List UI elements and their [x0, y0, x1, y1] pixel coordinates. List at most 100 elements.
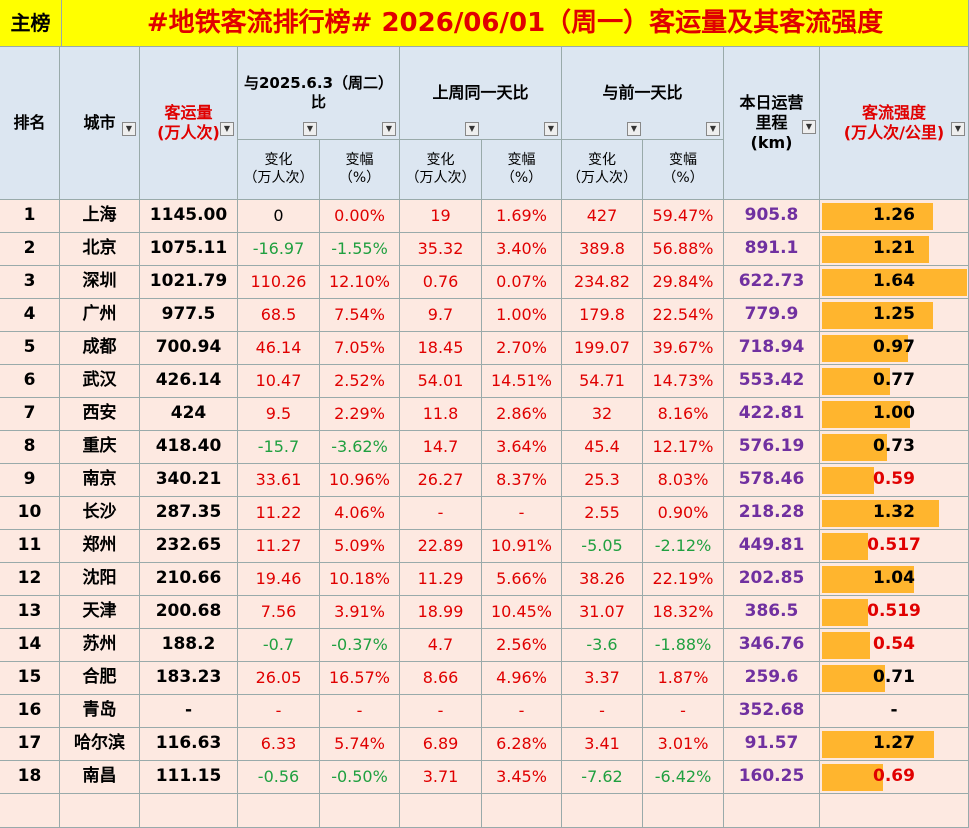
cell-text: 1.27	[873, 733, 915, 754]
table-cell: 11	[0, 530, 60, 563]
empty-cell	[0, 794, 60, 828]
table-cell: 2.55	[562, 497, 643, 530]
table-cell: 424	[140, 398, 238, 431]
table-cell: -2.12%	[643, 530, 724, 563]
table-cell: 0.90%	[643, 497, 724, 530]
data-bar	[822, 731, 935, 758]
cell-text: 179.8	[579, 305, 625, 324]
header-line: 本日运营	[739, 93, 804, 112]
cell-text: 38.26	[579, 569, 625, 588]
table-cell: 188.2	[140, 629, 238, 662]
table-cell: 2.70%	[482, 332, 562, 365]
table-cell: 19.46	[238, 563, 320, 596]
empty-cell	[562, 794, 643, 828]
data-bar	[822, 203, 934, 230]
cell-text: 33.61	[255, 470, 302, 489]
tag: 主榜	[0, 0, 62, 47]
cell-text: 202.85	[738, 568, 805, 589]
filter-button[interactable]: ▼	[220, 122, 234, 136]
table-cell: -6.42%	[643, 761, 724, 794]
table-cell: 386.5	[724, 596, 820, 629]
cell-text: 深圳	[82, 271, 117, 292]
cell-text: 35.32	[417, 239, 464, 258]
table-cell: 7.54%	[320, 299, 400, 332]
column-header: 排名	[0, 47, 60, 200]
table-cell: 10.96%	[320, 464, 400, 497]
cell-text: 1021.79	[149, 271, 228, 292]
cell-text: 10.96%	[328, 470, 390, 489]
table-cell: 沈阳	[60, 563, 140, 596]
cell-text: 2.52%	[334, 371, 385, 390]
table-cell: 202.85	[724, 563, 820, 596]
filter-button[interactable]: ▼	[122, 122, 136, 136]
cell-text: 天津	[82, 601, 117, 622]
table-cell: 重庆	[60, 431, 140, 464]
cell-text: -	[437, 701, 444, 720]
filter-button[interactable]: ▼	[382, 122, 396, 136]
header-line: 比	[310, 93, 326, 111]
table-cell: 11.27	[238, 530, 320, 563]
table-cell: 8.16%	[643, 398, 724, 431]
sub-header: 变化 （万人次）	[238, 140, 320, 200]
cell-text: 上海	[82, 205, 117, 226]
header-line: (km)	[750, 133, 793, 152]
cell-text: 0.71	[873, 667, 915, 688]
table-cell: 45.4	[562, 431, 643, 464]
table-cell: 16	[0, 695, 60, 728]
filter-button[interactable]: ▼	[706, 122, 720, 136]
sub-header: 变化 （万人次）	[400, 140, 482, 200]
cell-text: 2.29%	[334, 404, 385, 423]
table-cell: -16.97	[238, 233, 320, 266]
cell-text: 418.40	[155, 436, 222, 457]
cell-text: 沈阳	[82, 568, 117, 589]
cell-text: 200.68	[155, 601, 222, 622]
table-cell: 南昌	[60, 761, 140, 794]
cell-text: 232.65	[155, 535, 222, 556]
filter-button[interactable]: ▼	[951, 122, 965, 136]
table-cell: 779.9	[724, 299, 820, 332]
table-cell: 郑州	[60, 530, 140, 563]
header-line: (万人次/公里)	[843, 123, 945, 142]
cell-text: 32	[591, 404, 613, 423]
cell-text: 1.87%	[657, 668, 709, 687]
cell-text: 11.22	[255, 503, 302, 522]
cell-text: 1.26	[873, 205, 915, 226]
table-cell: 12.17%	[643, 431, 724, 464]
filter-button[interactable]: ▼	[802, 120, 816, 134]
cell-text: 9.5	[265, 404, 292, 423]
filter-button[interactable]: ▼	[303, 122, 317, 136]
table-cell: 12.10%	[320, 266, 400, 299]
table-cell: 8.66	[400, 662, 482, 695]
cell-text: 0.59	[873, 469, 915, 490]
header-line: 城市	[83, 113, 116, 132]
table-cell: 426.14	[140, 365, 238, 398]
cell-text: -0.7	[262, 635, 295, 654]
table-cell: 346.76	[724, 629, 820, 662]
cell-text: 10.45%	[490, 602, 552, 621]
cell-text: 259.6	[744, 667, 799, 688]
data-bar	[822, 335, 908, 362]
cell-text: 199.07	[574, 338, 630, 357]
cell-text: 16	[17, 700, 42, 721]
table-cell: 14	[0, 629, 60, 662]
filter-button[interactable]: ▼	[627, 122, 641, 136]
table-cell: 5.09%	[320, 530, 400, 563]
data-bar	[822, 566, 914, 593]
data-bar	[822, 467, 875, 494]
table-cell: 1.26	[820, 200, 969, 233]
table-cell: 18.32%	[643, 596, 724, 629]
table-cell: 11.22	[238, 497, 320, 530]
table-cell: 0.71	[820, 662, 969, 695]
table-cell: 33.61	[238, 464, 320, 497]
table-cell: -5.05	[562, 530, 643, 563]
table-cell: 4	[0, 299, 60, 332]
table-cell: 111.15	[140, 761, 238, 794]
cell-text: 56.88%	[652, 239, 714, 258]
filter-button[interactable]: ▼	[544, 122, 558, 136]
filter-button[interactable]: ▼	[465, 122, 479, 136]
table-cell: 1.32	[820, 497, 969, 530]
cell-text: 1.04	[873, 568, 915, 589]
table-cell: 22.19%	[643, 563, 724, 596]
table-cell: 1.00	[820, 398, 969, 431]
table-cell: 6.28%	[482, 728, 562, 761]
